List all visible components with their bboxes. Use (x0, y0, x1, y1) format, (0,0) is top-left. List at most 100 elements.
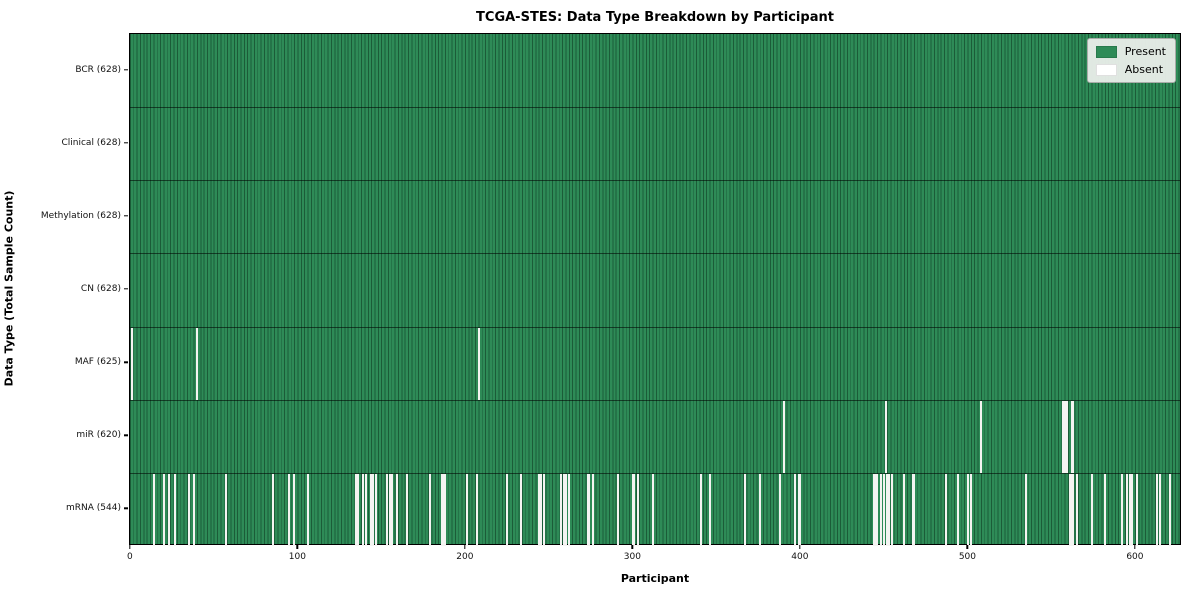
absent-mark-mRNA (506, 473, 509, 546)
absent-mark-mRNA (591, 473, 594, 546)
absent-mark-mRNA (1130, 473, 1133, 546)
x-tick-label-600: 600 (1126, 552, 1144, 562)
absent-mark-mRNA (1090, 473, 1093, 546)
absent-mark-mRNA (174, 473, 177, 546)
absent-mark-mRNA (465, 473, 468, 546)
x-tick-mark (129, 545, 131, 549)
absent-mark-mRNA (1129, 473, 1132, 546)
absent-mark-mRNA (405, 473, 408, 546)
row-separator (130, 107, 1180, 109)
row-separator (130, 253, 1180, 255)
row-separator (130, 399, 1180, 401)
absent-mark-mRNA (385, 473, 388, 546)
absent-mark-mRNA (442, 473, 445, 546)
absent-mark-mRNA (708, 473, 711, 546)
absent-mark-mRNA (956, 473, 959, 546)
absent-mark-mRNA (539, 473, 542, 546)
y-tick-mark (124, 361, 128, 363)
row-separator (130, 326, 1180, 328)
chart-title: TCGA-STES: Data Type Breakdown by Partic… (476, 10, 834, 25)
absent-mark-mRNA (519, 473, 522, 546)
absent-mark-mRNA (559, 473, 562, 546)
absent-mark-mRNA (167, 473, 170, 546)
x-tick-mark (464, 545, 466, 549)
x-tick-mark (296, 545, 299, 549)
absent-mark-mRNA (1159, 473, 1162, 546)
legend: Present Absent (1086, 38, 1176, 83)
absent-mark-mRNA (564, 473, 567, 546)
absent-mark-mRNA (224, 473, 227, 546)
y-axis-title: Data Type (Total Sample Count) (2, 190, 16, 387)
absent-mark-mRNA (651, 473, 654, 546)
absent-mark-miR (980, 400, 983, 473)
x-tick-label-400: 400 (791, 552, 809, 562)
absent-mark-miR (884, 400, 887, 473)
absent-mark-mRNA (879, 473, 882, 546)
absent-mark-mRNA (271, 473, 274, 546)
y-tick-label-Clinical: Clinical (628) (61, 137, 121, 148)
x-tick-label-0: 0 (126, 552, 133, 562)
absent-mark-miR (1063, 400, 1066, 473)
absent-mark-mRNA (1025, 473, 1028, 546)
legend-swatch-present (1095, 45, 1117, 58)
absent-mark-mRNA (888, 473, 891, 546)
absent-mark-miR (1072, 400, 1075, 473)
y-tick-label-CN: CN (628) (80, 284, 121, 294)
y-tick-mark (124, 434, 128, 436)
x-tick-label-500: 500 (958, 552, 976, 562)
absent-mark-mRNA (306, 473, 309, 546)
absent-mark-mRNA (542, 473, 545, 546)
y-tick-label-MAF: MAF (625) (74, 357, 121, 368)
legend-entry-absent: Absent (1095, 63, 1166, 76)
absent-mark-mRNA (872, 473, 875, 546)
absent-mark-mRNA (1169, 473, 1172, 546)
absent-mark-mRNA (375, 473, 378, 546)
absent-mark-miR (782, 400, 785, 473)
absent-mark-mRNA (1156, 473, 1159, 546)
absent-mark-mRNA (874, 473, 877, 546)
absent-mark-mRNA (876, 473, 879, 546)
absent-mark-mRNA (355, 473, 358, 546)
absent-mark-MAF (130, 327, 133, 400)
y-tick-label-BCR: BCR (628) (75, 64, 121, 75)
absent-mark-mRNA (883, 473, 886, 546)
absent-mark-mRNA (444, 473, 447, 546)
y-tick-label-miR: miR (620) (76, 430, 121, 441)
x-axis-title: Participant (620, 572, 690, 585)
absent-mark-mRNA (633, 473, 636, 546)
absent-mark-mRNA (440, 473, 443, 546)
y-tick-label-mRNA: mRNA (544) (66, 503, 121, 514)
absent-mark-mRNA (794, 473, 797, 546)
absent-mark-mRNA (395, 473, 398, 546)
y-tick-mark (124, 507, 128, 510)
absent-mark-mRNA (700, 473, 703, 546)
y-tick-mark (124, 68, 128, 71)
x-tick-label-300: 300 (623, 552, 641, 562)
absent-mark-mRNA (192, 473, 195, 546)
y-tick-mark (124, 288, 128, 290)
x-tick-mark (1134, 545, 1136, 549)
absent-mark-mRNA (568, 473, 571, 546)
absent-mark-mRNA (911, 473, 914, 546)
absent-mark-mRNA (1135, 473, 1138, 546)
absent-mark-mRNA (372, 473, 375, 546)
row-separator (130, 472, 1180, 474)
x-tick-mark (966, 545, 969, 549)
absent-mark-MAF (477, 327, 480, 400)
absent-mark-mRNA (1125, 473, 1128, 546)
absent-mark-mRNA (1070, 473, 1073, 546)
absent-mark-mRNA (631, 473, 634, 546)
absent-mark-mRNA (563, 473, 566, 546)
x-tick-label-100: 100 (288, 552, 306, 562)
absent-mark-mRNA (616, 473, 619, 546)
absent-mark-mRNA (891, 473, 894, 546)
absent-mark-mRNA (357, 473, 360, 546)
absent-mark-miR (1062, 400, 1065, 473)
absent-mark-mRNA (586, 473, 589, 546)
absent-mark-mRNA (362, 473, 365, 546)
absent-mark-mRNA (152, 473, 155, 546)
legend-swatch-absent (1095, 63, 1117, 76)
absent-mark-mRNA (162, 473, 165, 546)
absent-mark-mRNA (370, 473, 373, 546)
